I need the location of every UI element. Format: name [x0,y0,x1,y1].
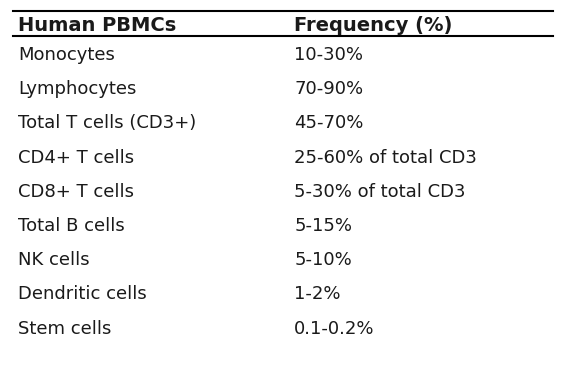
Text: Monocytes: Monocytes [18,46,115,64]
Text: Total B cells: Total B cells [18,217,125,235]
Text: 70-90%: 70-90% [294,80,363,98]
Text: Dendritic cells: Dendritic cells [18,286,147,303]
Text: Stem cells: Stem cells [18,320,112,338]
Text: 5-30% of total CD3: 5-30% of total CD3 [294,183,466,201]
Text: CD4+ T cells: CD4+ T cells [18,148,134,167]
Text: 5-15%: 5-15% [294,217,352,235]
Text: Frequency (%): Frequency (%) [294,16,453,35]
Text: 45-70%: 45-70% [294,114,363,132]
Text: NK cells: NK cells [18,251,90,269]
Text: CD8+ T cells: CD8+ T cells [18,183,134,201]
Text: 5-10%: 5-10% [294,251,352,269]
Text: 10-30%: 10-30% [294,46,363,64]
Text: 25-60% of total CD3: 25-60% of total CD3 [294,148,477,167]
Text: Lymphocytes: Lymphocytes [18,80,136,98]
Text: Total T cells (CD3+): Total T cells (CD3+) [18,114,196,132]
Text: 0.1-0.2%: 0.1-0.2% [294,320,375,338]
Text: Human PBMCs: Human PBMCs [18,16,177,35]
Text: 1-2%: 1-2% [294,286,341,303]
